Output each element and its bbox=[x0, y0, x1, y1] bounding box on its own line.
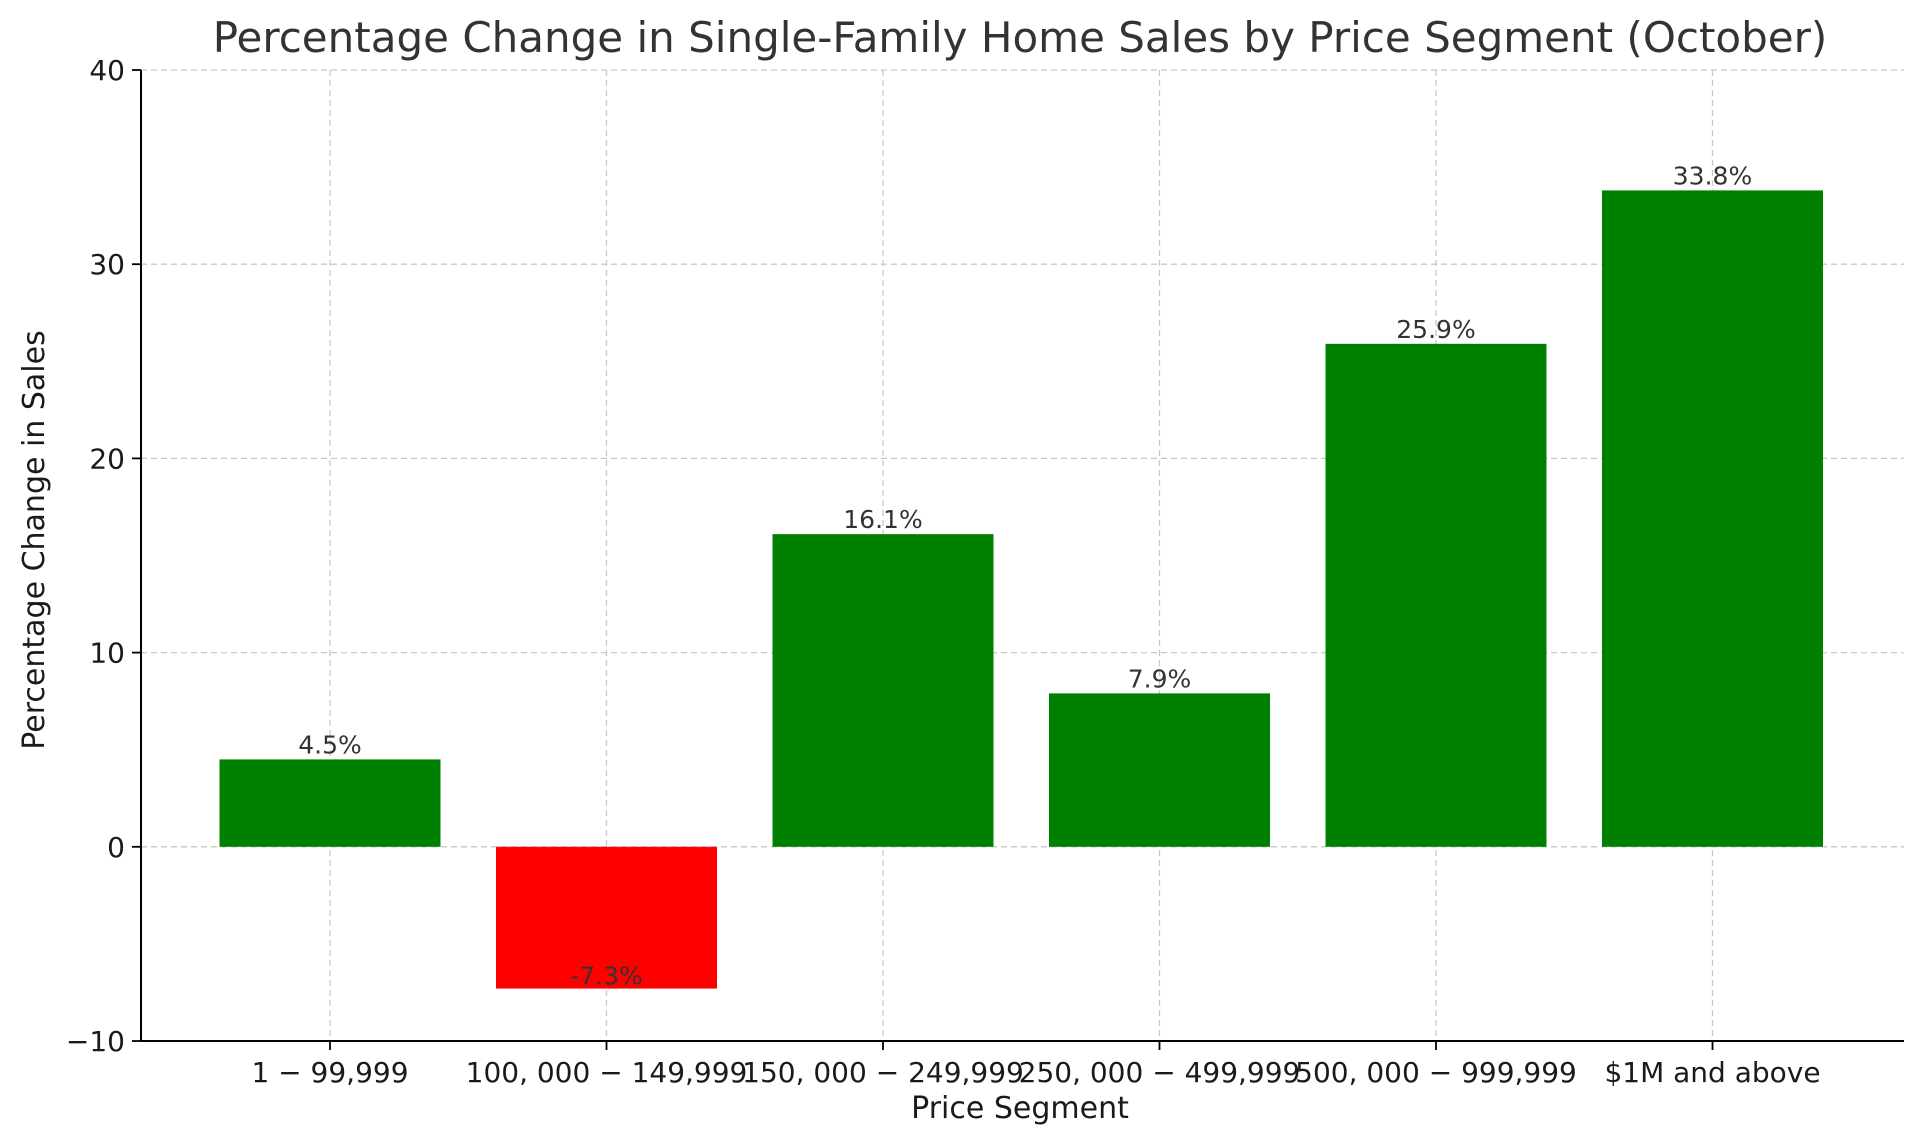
x-tick-label: 100, 000 − 149,999 bbox=[466, 1056, 748, 1089]
bar bbox=[1602, 190, 1823, 847]
data-labels: 4.5% -7.3% 16.1% 7.9% 25.9% 33.8% bbox=[298, 161, 1752, 990]
bar bbox=[219, 759, 441, 847]
y-tick-label: 10 bbox=[89, 637, 125, 670]
bar-value-label: 25.9% bbox=[1396, 315, 1475, 344]
chart-title: Percentage Change in Single-Family Home … bbox=[213, 13, 1828, 62]
y-axis-title: Percentage Change in Sales bbox=[17, 330, 52, 749]
y-tick-label: 0 bbox=[107, 831, 125, 864]
bar-value-label: 16.1% bbox=[843, 505, 922, 534]
x-tick-label: 1 − 99,999 bbox=[251, 1056, 408, 1089]
bar-value-label: 33.8% bbox=[1673, 161, 1752, 190]
y-tick-label: 40 bbox=[89, 54, 125, 87]
x-tick-label: 500, 000 − 999,999 bbox=[1295, 1056, 1577, 1089]
x-tick-label: $1M and above bbox=[1604, 1056, 1820, 1089]
x-tick-label: 250, 000 − 499,999 bbox=[1019, 1056, 1301, 1089]
bar bbox=[1325, 343, 1547, 847]
y-tick-label: 20 bbox=[89, 442, 125, 475]
x-tick-label: 150, 000 − 249,999 bbox=[742, 1056, 1024, 1089]
bar bbox=[772, 534, 994, 847]
x-axis-title: Price Segment bbox=[911, 1091, 1129, 1126]
y-tick-label: −10 bbox=[66, 1025, 125, 1058]
bar-value-label: 7.9% bbox=[1128, 664, 1192, 693]
bar bbox=[496, 846, 717, 989]
axes: −10 0 10 20 30 40 1 − 99,999 100, 000 − 149,999… bbox=[66, 54, 1904, 1089]
bars bbox=[219, 190, 1823, 989]
bar-value-label: -7.3% bbox=[570, 962, 643, 991]
bar bbox=[1049, 693, 1270, 847]
y-tick-label: 30 bbox=[89, 248, 125, 281]
bar-value-label: 4.5% bbox=[298, 730, 362, 759]
